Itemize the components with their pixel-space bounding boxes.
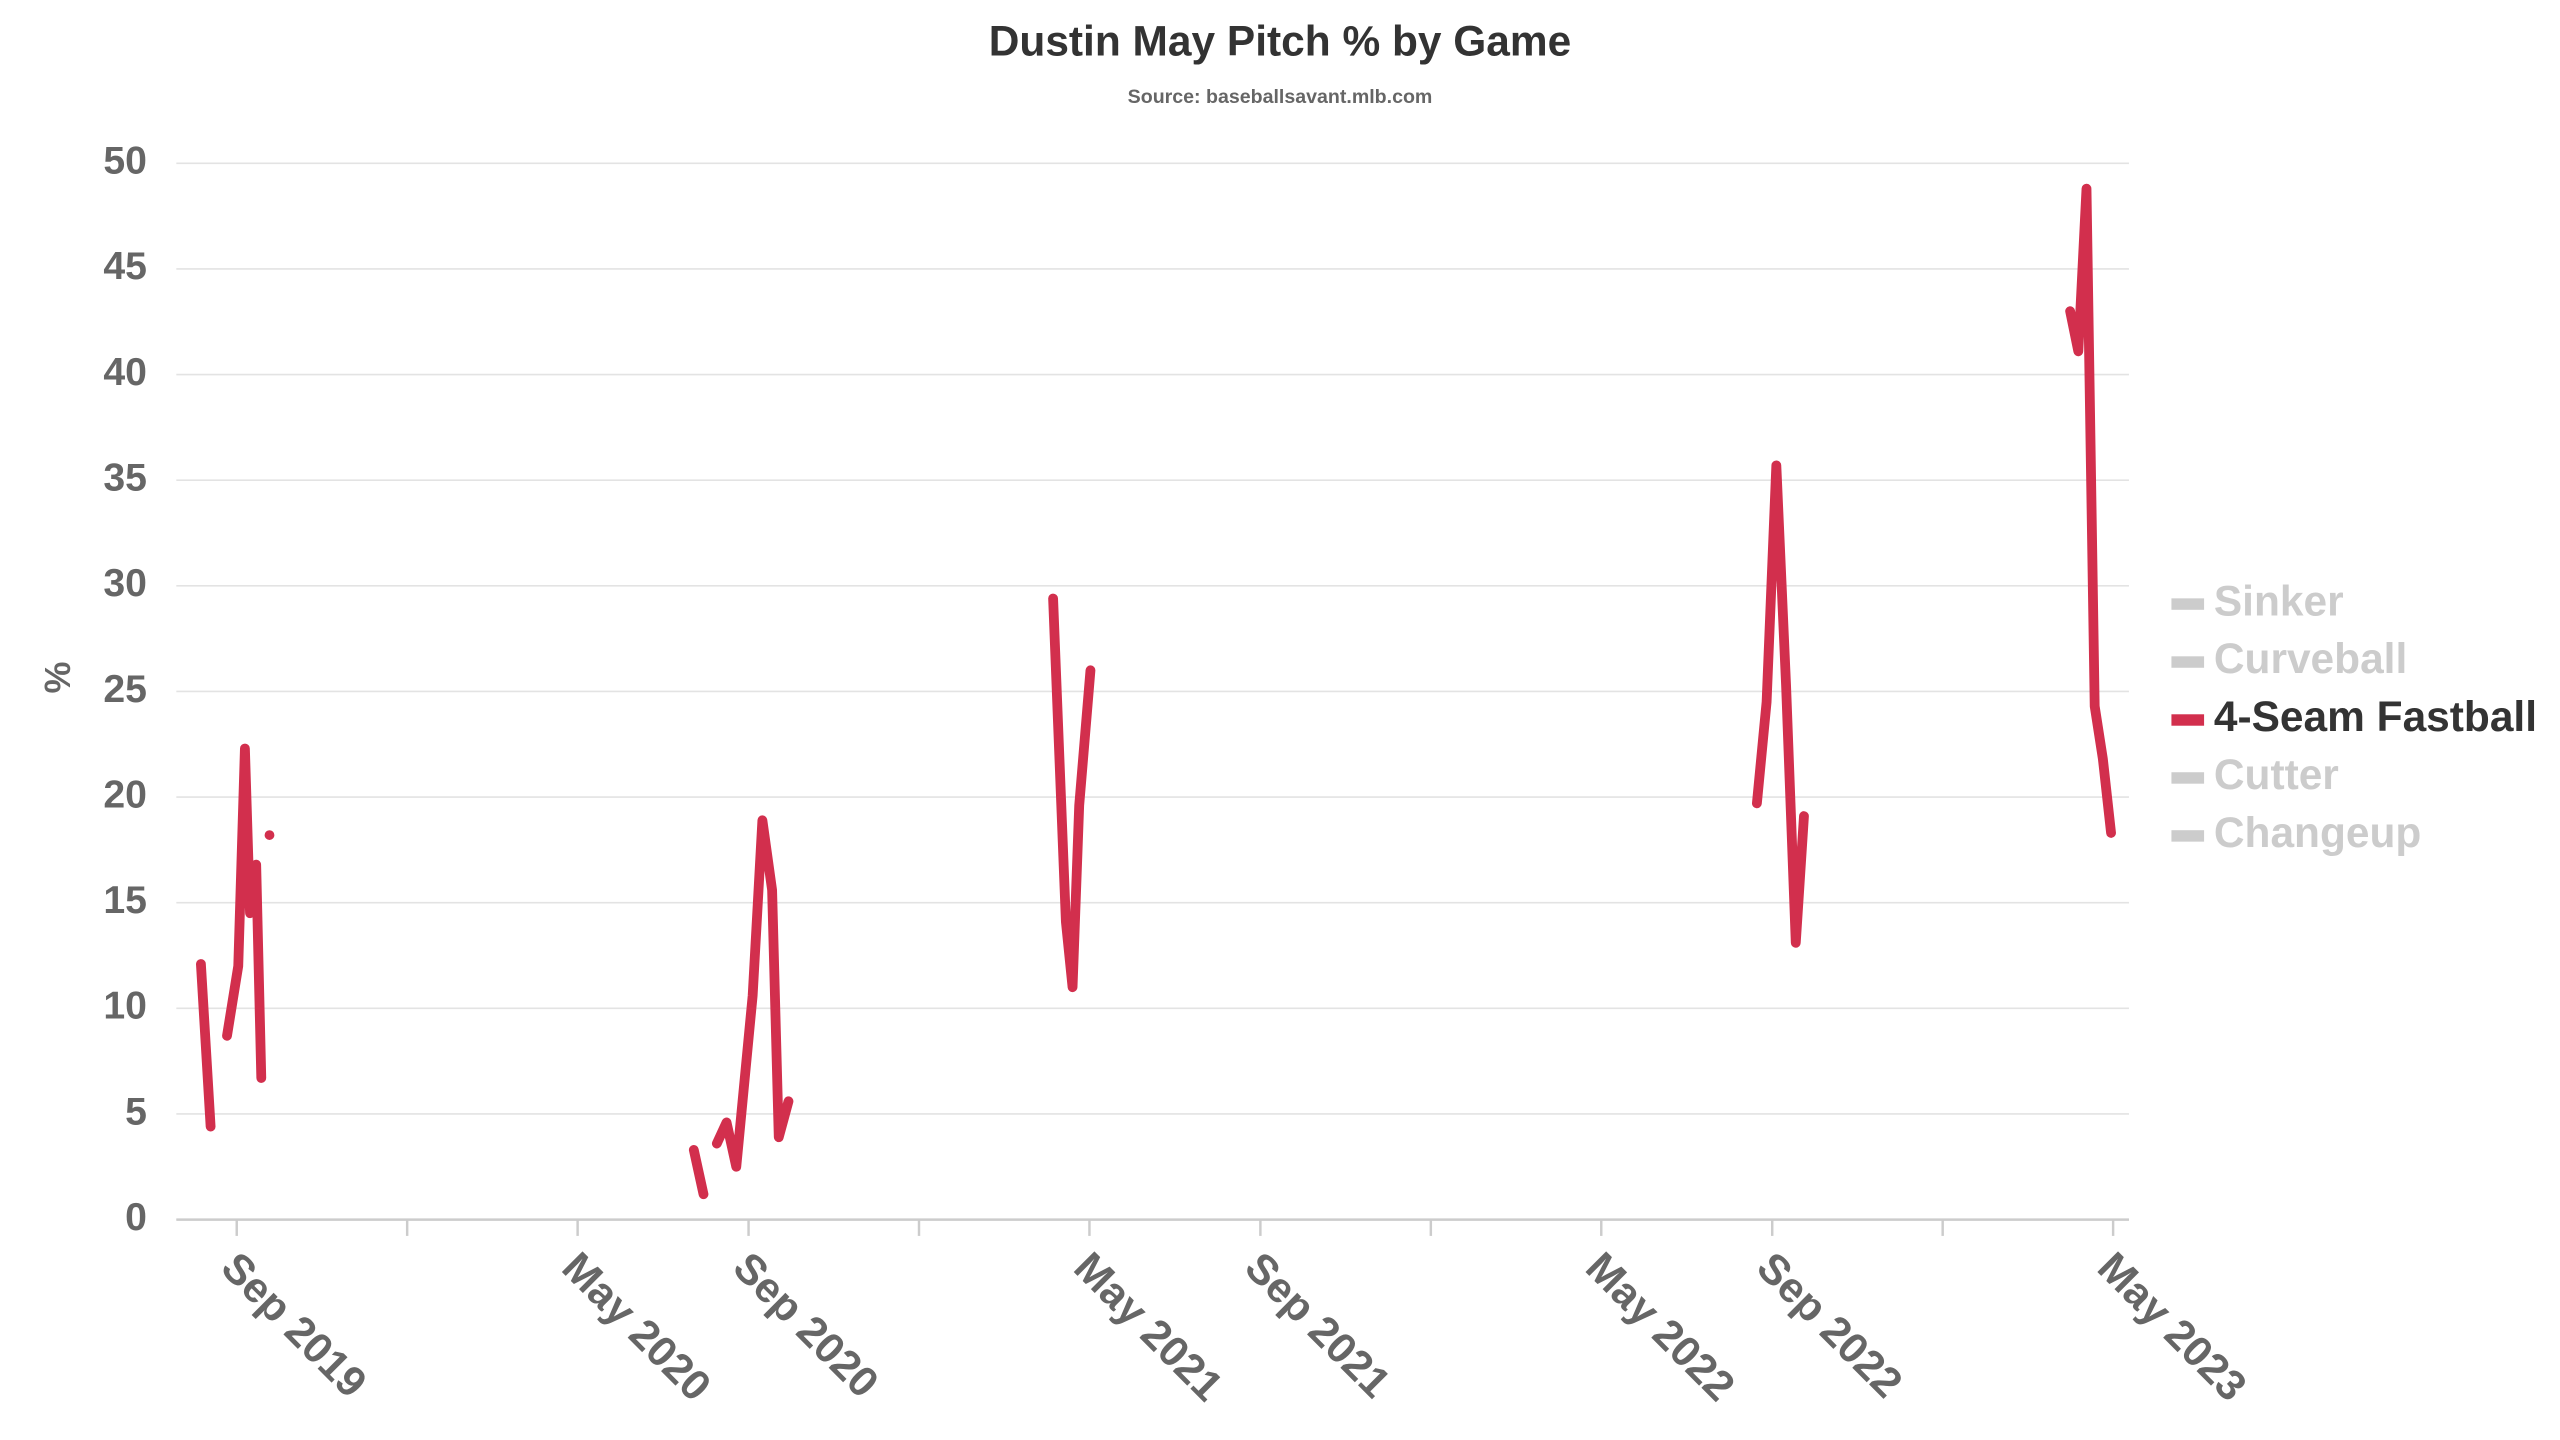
y-axis-label: % [37, 662, 78, 694]
x-tick-label: Sep 2021 [1236, 1243, 1399, 1406]
legend-label[interactable]: Changeup [2214, 809, 2421, 856]
y-tick-label: 5 [125, 1090, 147, 1133]
x-tick-label: May 2020 [554, 1243, 721, 1410]
legend-label[interactable]: Sinker [2214, 577, 2344, 624]
legend-label[interactable]: 4-Seam Fastball [2214, 693, 2537, 740]
legend-swatch [2171, 772, 2205, 784]
series-line [196, 183, 2116, 1200]
chart-title: Dustin May Pitch % by Game [989, 17, 1571, 64]
y-tick-label: 50 [103, 140, 147, 183]
x-tick-label: Sep 2020 [724, 1243, 887, 1406]
x-tick-label: Sep 2022 [1748, 1243, 1911, 1406]
y-tick-label: 0 [125, 1196, 147, 1239]
legend-swatch [2171, 598, 2205, 610]
y-tick-label: 35 [103, 457, 147, 500]
legend-swatch [2171, 656, 2205, 668]
y-tick-label: 20 [103, 773, 147, 816]
x-tick-label: May 2022 [1577, 1243, 1744, 1410]
y-tick-label: 30 [103, 562, 147, 605]
legend-swatch [2171, 714, 2205, 726]
legend-label[interactable]: Curveball [2214, 635, 2407, 682]
x-tick-label: May 2023 [2089, 1243, 2256, 1410]
chart-subtitle: Source: baseballsavant.mlb.com [1128, 86, 1433, 108]
y-tick-label: 25 [103, 668, 147, 711]
legend-swatch [2171, 830, 2205, 842]
x-tick-label: May 2021 [1065, 1243, 1232, 1410]
y-tick-label: 10 [103, 985, 147, 1028]
x-tick-label: Sep 2019 [213, 1243, 376, 1406]
legend-label[interactable]: Cutter [2214, 751, 2339, 798]
y-tick-label: 15 [103, 879, 147, 922]
y-tick-label: 40 [103, 351, 147, 394]
y-tick-label: 45 [103, 245, 147, 288]
